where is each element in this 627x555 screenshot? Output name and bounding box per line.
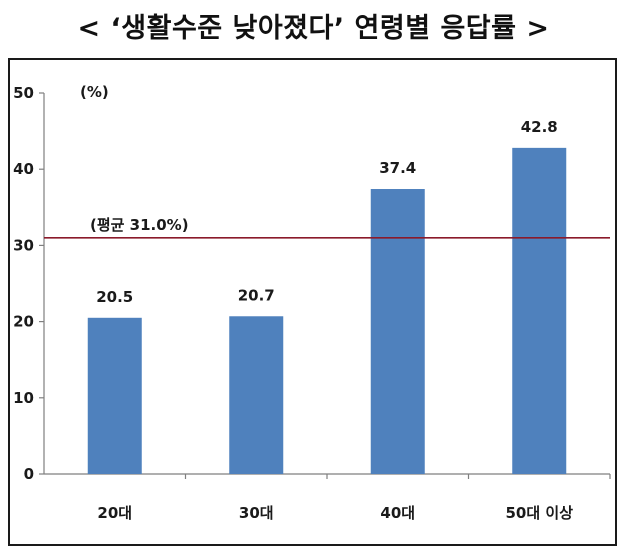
bar-value-label: 37.4	[379, 159, 416, 177]
x-tick-label: 20대	[97, 504, 132, 522]
bars	[44, 147, 610, 474]
x-tick-label: 30대	[239, 504, 274, 522]
chart-title: < ‘생활수준 낮아졌다’ 연령별 응답률 >	[77, 13, 550, 44]
chart-frame: 0 10 20 30 40 50 (%) 20.5 20대 20.7 30대 37.4 40대 42.8 5…	[8, 58, 617, 546]
x-tick-label: 40대	[380, 504, 415, 522]
y-tick-label: 10	[13, 389, 34, 407]
y-tick-label: 40	[13, 160, 34, 178]
bar	[229, 316, 284, 474]
y-tick-label: 0	[24, 465, 34, 483]
labels: 0 10 20 30 40 50 (%) 20.5 20대 20.7 30대 37.4 40대 42.8 5…	[13, 83, 573, 522]
bar	[87, 317, 142, 474]
bar	[370, 189, 425, 474]
bar-value-label: 20.7	[238, 286, 275, 304]
bar	[512, 147, 567, 474]
y-tick-label: 30	[13, 236, 34, 254]
x-tick-label: 50대 이상	[506, 504, 574, 522]
bar-chart: 0 10 20 30 40 50 (%) 20.5 20대 20.7 30대 37.4 40대 42.8 5…	[13, 83, 611, 522]
y-unit-label: (%)	[80, 83, 109, 101]
y-tick-label: 20	[13, 313, 34, 331]
bar-value-label: 20.5	[96, 288, 133, 306]
bar-value-label: 42.8	[521, 118, 558, 136]
y-tick-label: 50	[13, 84, 34, 102]
average-label: (평균 31.0%)	[90, 216, 189, 234]
